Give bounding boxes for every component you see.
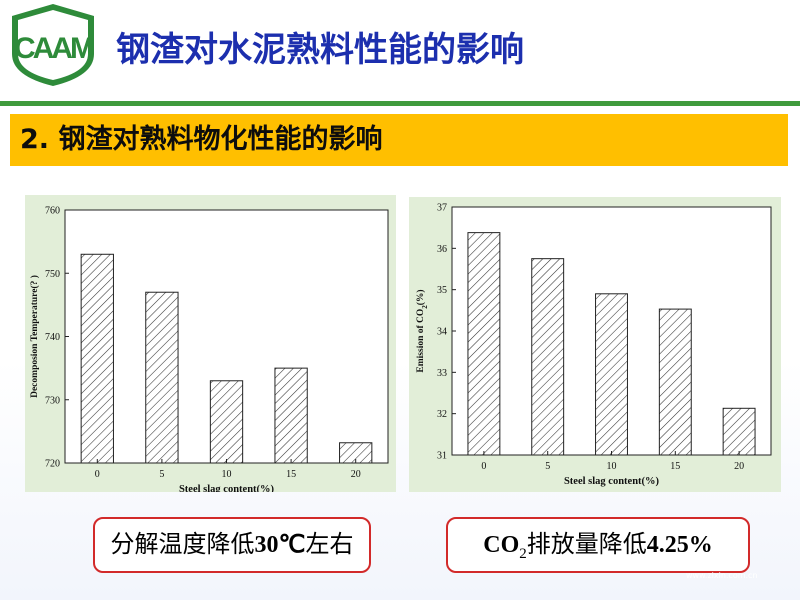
callout-text-a: 分解温度降低 xyxy=(110,532,255,558)
y-tick-label: 760 xyxy=(45,206,60,217)
bar xyxy=(209,380,244,464)
x-tick-label: 10 xyxy=(222,469,232,480)
bar xyxy=(658,308,692,456)
decomposition-temperature-chart: 720 730 740 750 760 0 5 10 15 20 Steel slag conten… xyxy=(29,206,389,492)
x-tick-label: 5 xyxy=(545,461,550,472)
x-axis-title: Steel slag content(%) xyxy=(179,484,275,492)
chart-panel-decomposition: 720 730 740 750 760 0 5 10 15 20 Steel slag conten… xyxy=(25,195,396,492)
y-tick-label: 750 xyxy=(45,269,60,280)
x-tick-label: 20 xyxy=(734,461,744,472)
callout-co-text: CO xyxy=(483,532,520,558)
decomposition-temp-callout: 分解温度降低30℃左右 xyxy=(93,517,371,573)
bar xyxy=(274,367,308,464)
bar xyxy=(531,258,565,456)
institution-logo-icon: CAAM xyxy=(12,4,96,86)
y-tick-label: 37 xyxy=(437,203,447,214)
logo-text: CAAM xyxy=(14,32,93,65)
x-tick-label: 20 xyxy=(351,469,361,480)
callout-subscript: 2 xyxy=(519,545,527,562)
co2-emission-callout: CO2排放量降低4.25% xyxy=(446,517,750,573)
title-divider xyxy=(0,101,800,106)
chart-panel-co2: 31 32 33 34 35 36 37 0 5 10 15 20 Steel slag content… xyxy=(409,197,781,492)
y-tick-label: 33 xyxy=(437,368,447,379)
y-tick-label: 32 xyxy=(437,409,447,420)
y-tick-label: 740 xyxy=(45,332,60,343)
callout-value: 4.25% xyxy=(646,532,713,558)
x-tick-label: 0 xyxy=(95,469,100,480)
x-tick-label: 0 xyxy=(481,461,486,472)
y-tick-label: 730 xyxy=(45,395,60,406)
x-axis-title: Steel slag content(%) xyxy=(564,476,660,487)
y-tick-label: 36 xyxy=(437,244,447,255)
bar xyxy=(467,232,501,456)
co2-emission-chart: 31 32 33 34 35 36 37 0 5 10 15 20 Steel slag content… xyxy=(415,203,772,487)
bar xyxy=(595,293,628,456)
x-tick-label: 5 xyxy=(159,469,164,480)
x-tick-label: 15 xyxy=(670,461,680,472)
page-title: 钢渣对水泥熟料性能的影响 xyxy=(116,30,524,70)
callout-value: 30℃ xyxy=(254,532,306,558)
y-tick-label: 34 xyxy=(437,327,447,338)
callout-text-c: 左右 xyxy=(305,532,354,558)
y-axis-title: Decomposion Temperature(? ) xyxy=(29,275,40,398)
bar xyxy=(722,407,756,456)
y-tick-label: 35 xyxy=(437,285,447,296)
x-tick-label: 15 xyxy=(286,469,296,480)
y-tick-label: 31 xyxy=(437,451,447,462)
section-title: 2. 钢渣对熟料物化性能的影响 xyxy=(20,124,383,155)
bar xyxy=(145,291,179,464)
y-axis-title: Emission of CO2(%) xyxy=(415,289,429,372)
watermark-text: www.zixin.com.cn xyxy=(686,571,758,580)
x-tick-label: 10 xyxy=(607,461,617,472)
bar xyxy=(80,253,114,464)
callout-text-b: 排放量降低 xyxy=(526,532,647,558)
y-tick-label: 720 xyxy=(45,459,60,470)
section-banner: 2. 钢渣对熟料物化性能的影响 xyxy=(10,114,788,166)
